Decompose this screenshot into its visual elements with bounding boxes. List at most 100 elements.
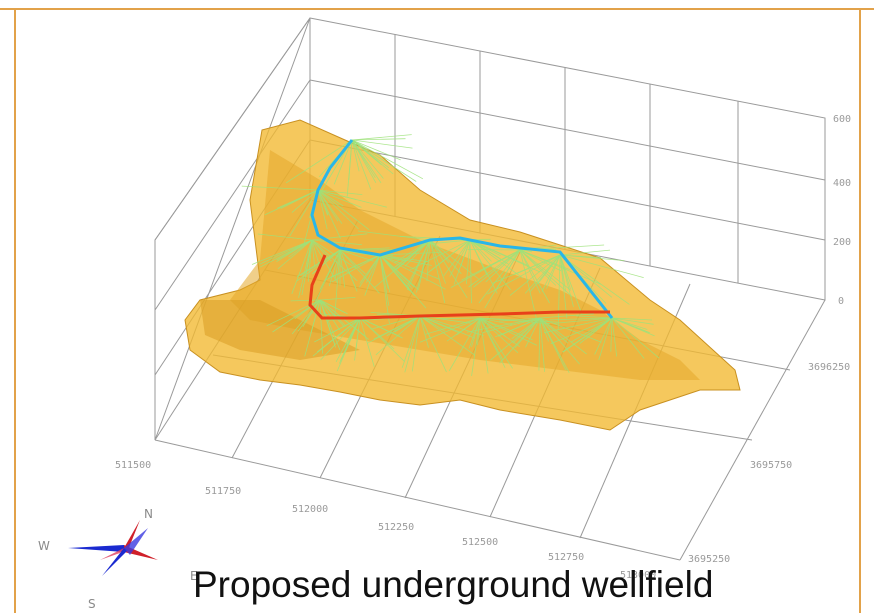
well-line (419, 315, 429, 348)
well-line (411, 315, 421, 372)
red-pipeline (308, 254, 610, 320)
well-line (468, 317, 481, 349)
well-line (394, 315, 421, 333)
well-line (559, 249, 611, 256)
well-line (375, 315, 421, 356)
well-line (539, 317, 545, 372)
z-tick-200: 200 (833, 237, 851, 248)
well-line (511, 317, 541, 340)
well-line (537, 254, 561, 285)
well-line (443, 239, 471, 277)
well-line (311, 233, 368, 241)
well-line (539, 317, 570, 373)
well-line (317, 189, 328, 230)
well-line (419, 317, 481, 343)
compass-east: E (190, 569, 198, 583)
well-line (469, 239, 472, 304)
well-line (291, 239, 313, 295)
well-line (498, 317, 541, 322)
well-line (317, 189, 370, 231)
well-line (490, 317, 541, 361)
well-line (473, 249, 521, 288)
well-line (289, 189, 319, 237)
top-bar (0, 0, 874, 10)
well-line (259, 239, 313, 268)
well-line (427, 239, 471, 274)
well-line (379, 254, 391, 293)
well-line (357, 230, 431, 241)
x-tick-511750: 511750 (205, 486, 241, 497)
x-tick-513000: 513000 (620, 570, 656, 581)
well-line (436, 317, 481, 320)
compass-south: S (88, 597, 96, 611)
well-line (351, 134, 412, 141)
well-line (539, 317, 549, 342)
well-line (351, 139, 384, 179)
well-line (611, 317, 653, 321)
well-line (311, 239, 320, 265)
well-line (525, 317, 541, 348)
well-line (320, 317, 361, 361)
well-line (509, 254, 561, 296)
well-line (559, 254, 571, 290)
well-line (339, 249, 358, 292)
well-line (610, 317, 613, 352)
well-line (302, 299, 321, 328)
well-line (448, 317, 481, 372)
compass-west: W (38, 539, 50, 553)
well-line (611, 317, 645, 359)
well-line (319, 299, 348, 315)
well-line (519, 249, 538, 321)
well-line (334, 249, 341, 279)
well-line (449, 239, 471, 277)
well-line (559, 254, 583, 315)
well-line (479, 317, 521, 348)
well-line (539, 317, 587, 355)
well-line (598, 317, 613, 361)
well-line (539, 317, 602, 343)
well-line (519, 249, 572, 291)
well-line (351, 139, 401, 161)
well-line (477, 317, 481, 346)
well-line (367, 315, 421, 344)
well-line (351, 138, 406, 141)
well-line (379, 254, 415, 296)
well-line (479, 317, 506, 368)
well-line (519, 249, 541, 294)
well-line (487, 254, 561, 295)
well-line (541, 254, 561, 292)
well-line (550, 317, 613, 345)
well-line (351, 139, 417, 182)
well-line (351, 139, 376, 179)
well-line (331, 254, 381, 283)
well-line (257, 233, 313, 241)
well-line (538, 317, 541, 371)
well-line (379, 252, 442, 256)
well-line (611, 317, 654, 325)
well-line (294, 299, 321, 320)
well-line (611, 317, 660, 359)
well-line (419, 315, 432, 340)
well-line (351, 139, 389, 169)
well-line (319, 249, 341, 290)
well-line (429, 239, 446, 304)
well-line (296, 249, 341, 277)
well-line (351, 139, 360, 172)
well-line (319, 299, 341, 351)
well-line (562, 317, 613, 353)
well-line (339, 249, 380, 294)
well-line (317, 189, 339, 222)
well-line (291, 299, 321, 335)
well-line (372, 315, 421, 330)
well-line (346, 139, 353, 197)
z-tick-0: 0 (838, 296, 844, 307)
well-line (280, 189, 319, 209)
well-line (553, 317, 613, 324)
well-line (379, 254, 419, 291)
well-line (339, 249, 374, 262)
well-line (394, 239, 431, 271)
well-line (420, 239, 431, 278)
right-border (859, 8, 861, 613)
